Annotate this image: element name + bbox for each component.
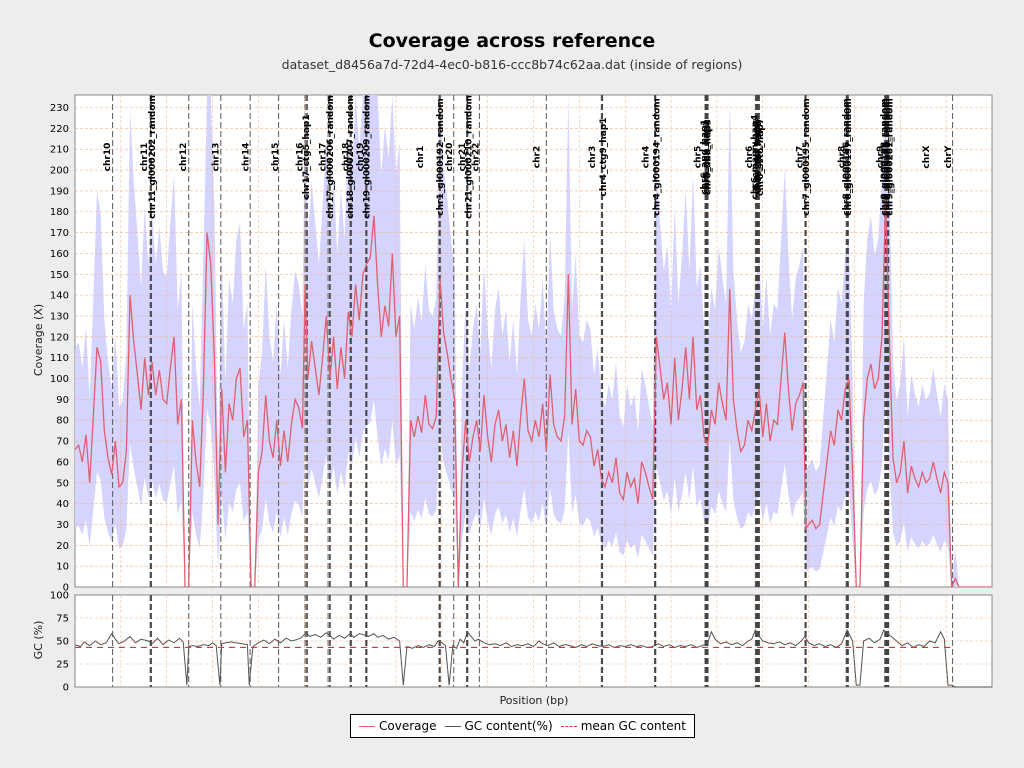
chromosome-label: chr18_gl000207_random bbox=[346, 95, 356, 219]
chromosome-label: chr22 bbox=[472, 143, 482, 172]
chromosome-label: chr9_gl000199_random bbox=[882, 98, 892, 215]
chromosome-label: chr5 bbox=[694, 146, 704, 168]
chromosome-label: chr9_gl000200_random bbox=[883, 98, 893, 215]
coverage-tick-label: 200 bbox=[50, 166, 69, 177]
chromosome-label: chr6_mcf_hap5 bbox=[752, 119, 762, 194]
gc-tick-label: 0 bbox=[63, 683, 69, 694]
coverage-tick-label: 50 bbox=[56, 478, 69, 489]
chart-title: Coverage across reference bbox=[368, 30, 656, 52]
gc-tick-label: 75 bbox=[56, 614, 69, 625]
chromosome-label: chr15 bbox=[271, 143, 281, 172]
coverage-tick-label: 210 bbox=[50, 145, 69, 156]
coverage-tick-label: 110 bbox=[50, 353, 69, 364]
coverage-tick-label: 130 bbox=[50, 311, 69, 322]
coverage-axis-label: Coverage (X) bbox=[32, 304, 45, 376]
chromosome-label: chr6_qbl_hap6 bbox=[754, 121, 764, 194]
chromosome-label: chrY bbox=[944, 145, 954, 168]
coverage-tick-label: 190 bbox=[50, 186, 69, 197]
chromosome-label: chrX bbox=[922, 145, 932, 168]
coverage-tick-label: 140 bbox=[50, 291, 69, 302]
chromosome-label: chr1_gl000192_random bbox=[436, 98, 446, 215]
chromosome-label: chr13 bbox=[211, 143, 221, 172]
coverage-tick-label: 150 bbox=[50, 270, 69, 281]
chromosome-label: chr6_ssto_hap7 bbox=[756, 118, 766, 196]
coverage-line-swatch bbox=[359, 725, 375, 727]
coverage-tick-label: 80 bbox=[56, 416, 69, 427]
chromosome-label: chr6_dbb_hap3 bbox=[704, 119, 714, 195]
legend-item-coverage: Coverage bbox=[359, 719, 437, 733]
coverage-tick-label: 220 bbox=[50, 124, 69, 135]
coverage-tick-label: 120 bbox=[50, 332, 69, 343]
gc-tick-label: 25 bbox=[56, 660, 69, 671]
chromosome-label: chr9_gl000201_random bbox=[885, 98, 895, 215]
chromosome-label: chr7 bbox=[795, 146, 805, 168]
chromosome-label: chr19_gl000209_random bbox=[363, 95, 373, 219]
chromosome-label: chr11 bbox=[140, 143, 150, 172]
chromosome-label: chr8_gl000196_random bbox=[842, 98, 852, 215]
chromosome-label: chr4_gl000194_random bbox=[652, 98, 662, 215]
coverage-tick-label: 100 bbox=[50, 374, 69, 385]
chromosome-label: chr17_gl000206_random bbox=[326, 95, 336, 219]
coverage-tick-label: 180 bbox=[50, 207, 69, 218]
coverage-tick-label: 90 bbox=[56, 395, 69, 406]
coverage-tick-label: 230 bbox=[50, 103, 69, 114]
chromosome-label: chr20 bbox=[445, 143, 455, 172]
chromosome-label: chr21 bbox=[458, 143, 468, 172]
chromosome-label: chr7_gl000195_random bbox=[802, 98, 812, 215]
coverage-tick-label: 60 bbox=[56, 457, 69, 468]
coverage-tick-label: 20 bbox=[56, 541, 69, 552]
gc-tick-label: 50 bbox=[56, 637, 69, 648]
chromosome-label: chr6 bbox=[745, 146, 755, 168]
chromosome-label: chr11_gl000202_random bbox=[148, 95, 158, 219]
coverage-tick-label: 10 bbox=[56, 562, 69, 573]
mean-gc-swatch bbox=[560, 725, 577, 727]
gc-axis-label: GC (%) bbox=[32, 621, 45, 660]
chromosome-label: chr16 bbox=[296, 143, 306, 172]
chromosome-label: chr14 bbox=[242, 143, 252, 172]
gc-content-line bbox=[74, 628, 992, 688]
chromosome-label: chr19 bbox=[356, 143, 366, 172]
coverage-panel: 0 10 20 30 40 50 60 70 80 90 100 110 120 130 140 150 160… bbox=[50, 94, 993, 594]
x-axis-label: Position (bp) bbox=[500, 694, 569, 707]
chromosome-label: chr4_ctg9_hap1 bbox=[599, 118, 609, 197]
chromosome-label: chr18 bbox=[342, 143, 352, 172]
chromosome-label: chr17 bbox=[319, 143, 329, 172]
legend-label-mean-gc: mean GC content bbox=[580, 719, 686, 733]
chromosome-label: chr2 bbox=[532, 146, 542, 168]
coverage-tick-label: 40 bbox=[56, 499, 69, 510]
chromosome-label: chr6_cox_hap2 bbox=[702, 120, 712, 194]
chromosome-label: chr8 bbox=[838, 146, 848, 168]
coverage-tick-label: 170 bbox=[50, 228, 69, 239]
gc-panel: 0 25 50 75 100 bbox=[50, 591, 993, 694]
legend-item-gc: GC content(%) bbox=[444, 719, 553, 733]
chromosome-label: chr1 bbox=[416, 146, 426, 168]
legend-label-gc: GC content(%) bbox=[464, 719, 553, 733]
chromosome-label: chr9 bbox=[876, 146, 886, 168]
coverage-tick-label: 0 bbox=[63, 583, 69, 594]
coverage-line bbox=[75, 201, 992, 587]
chromosome-label: chr6_mann_hap4 bbox=[750, 115, 760, 200]
legend-label-coverage: Coverage bbox=[379, 719, 437, 733]
coverage-tick-label: 30 bbox=[56, 520, 69, 531]
chromosome-label: chr12 bbox=[179, 143, 189, 172]
chromosome-label: chr17_ctg5_hap1 bbox=[302, 114, 312, 199]
chromosome-label: chr9_gl000198_random bbox=[880, 98, 890, 215]
chromosome-label: chr10 bbox=[103, 143, 113, 172]
coverage-tick-label: 70 bbox=[56, 437, 69, 448]
chromosome-label: chr4 bbox=[641, 146, 651, 168]
legend-item-mean-gc: mean GC content bbox=[560, 719, 686, 733]
chart-subtitle: dataset_d8456a7d-72d4-4ec0-b816-ccc8b74c… bbox=[281, 57, 743, 72]
chromosome-label: chr6_apd_hap1 bbox=[700, 119, 710, 195]
chromosome-label: chr8_gl000197_random bbox=[844, 98, 854, 215]
coverage-tick-label: 160 bbox=[50, 249, 69, 260]
gc-line-swatch bbox=[444, 725, 461, 727]
chromosome-label: chr21_gl000210_random bbox=[464, 95, 474, 219]
chart-legend: Coverage GC content(%) mean GC content bbox=[350, 714, 695, 738]
chromosome-label: chr3 bbox=[588, 146, 598, 168]
gc-tick-label: 100 bbox=[50, 591, 69, 602]
